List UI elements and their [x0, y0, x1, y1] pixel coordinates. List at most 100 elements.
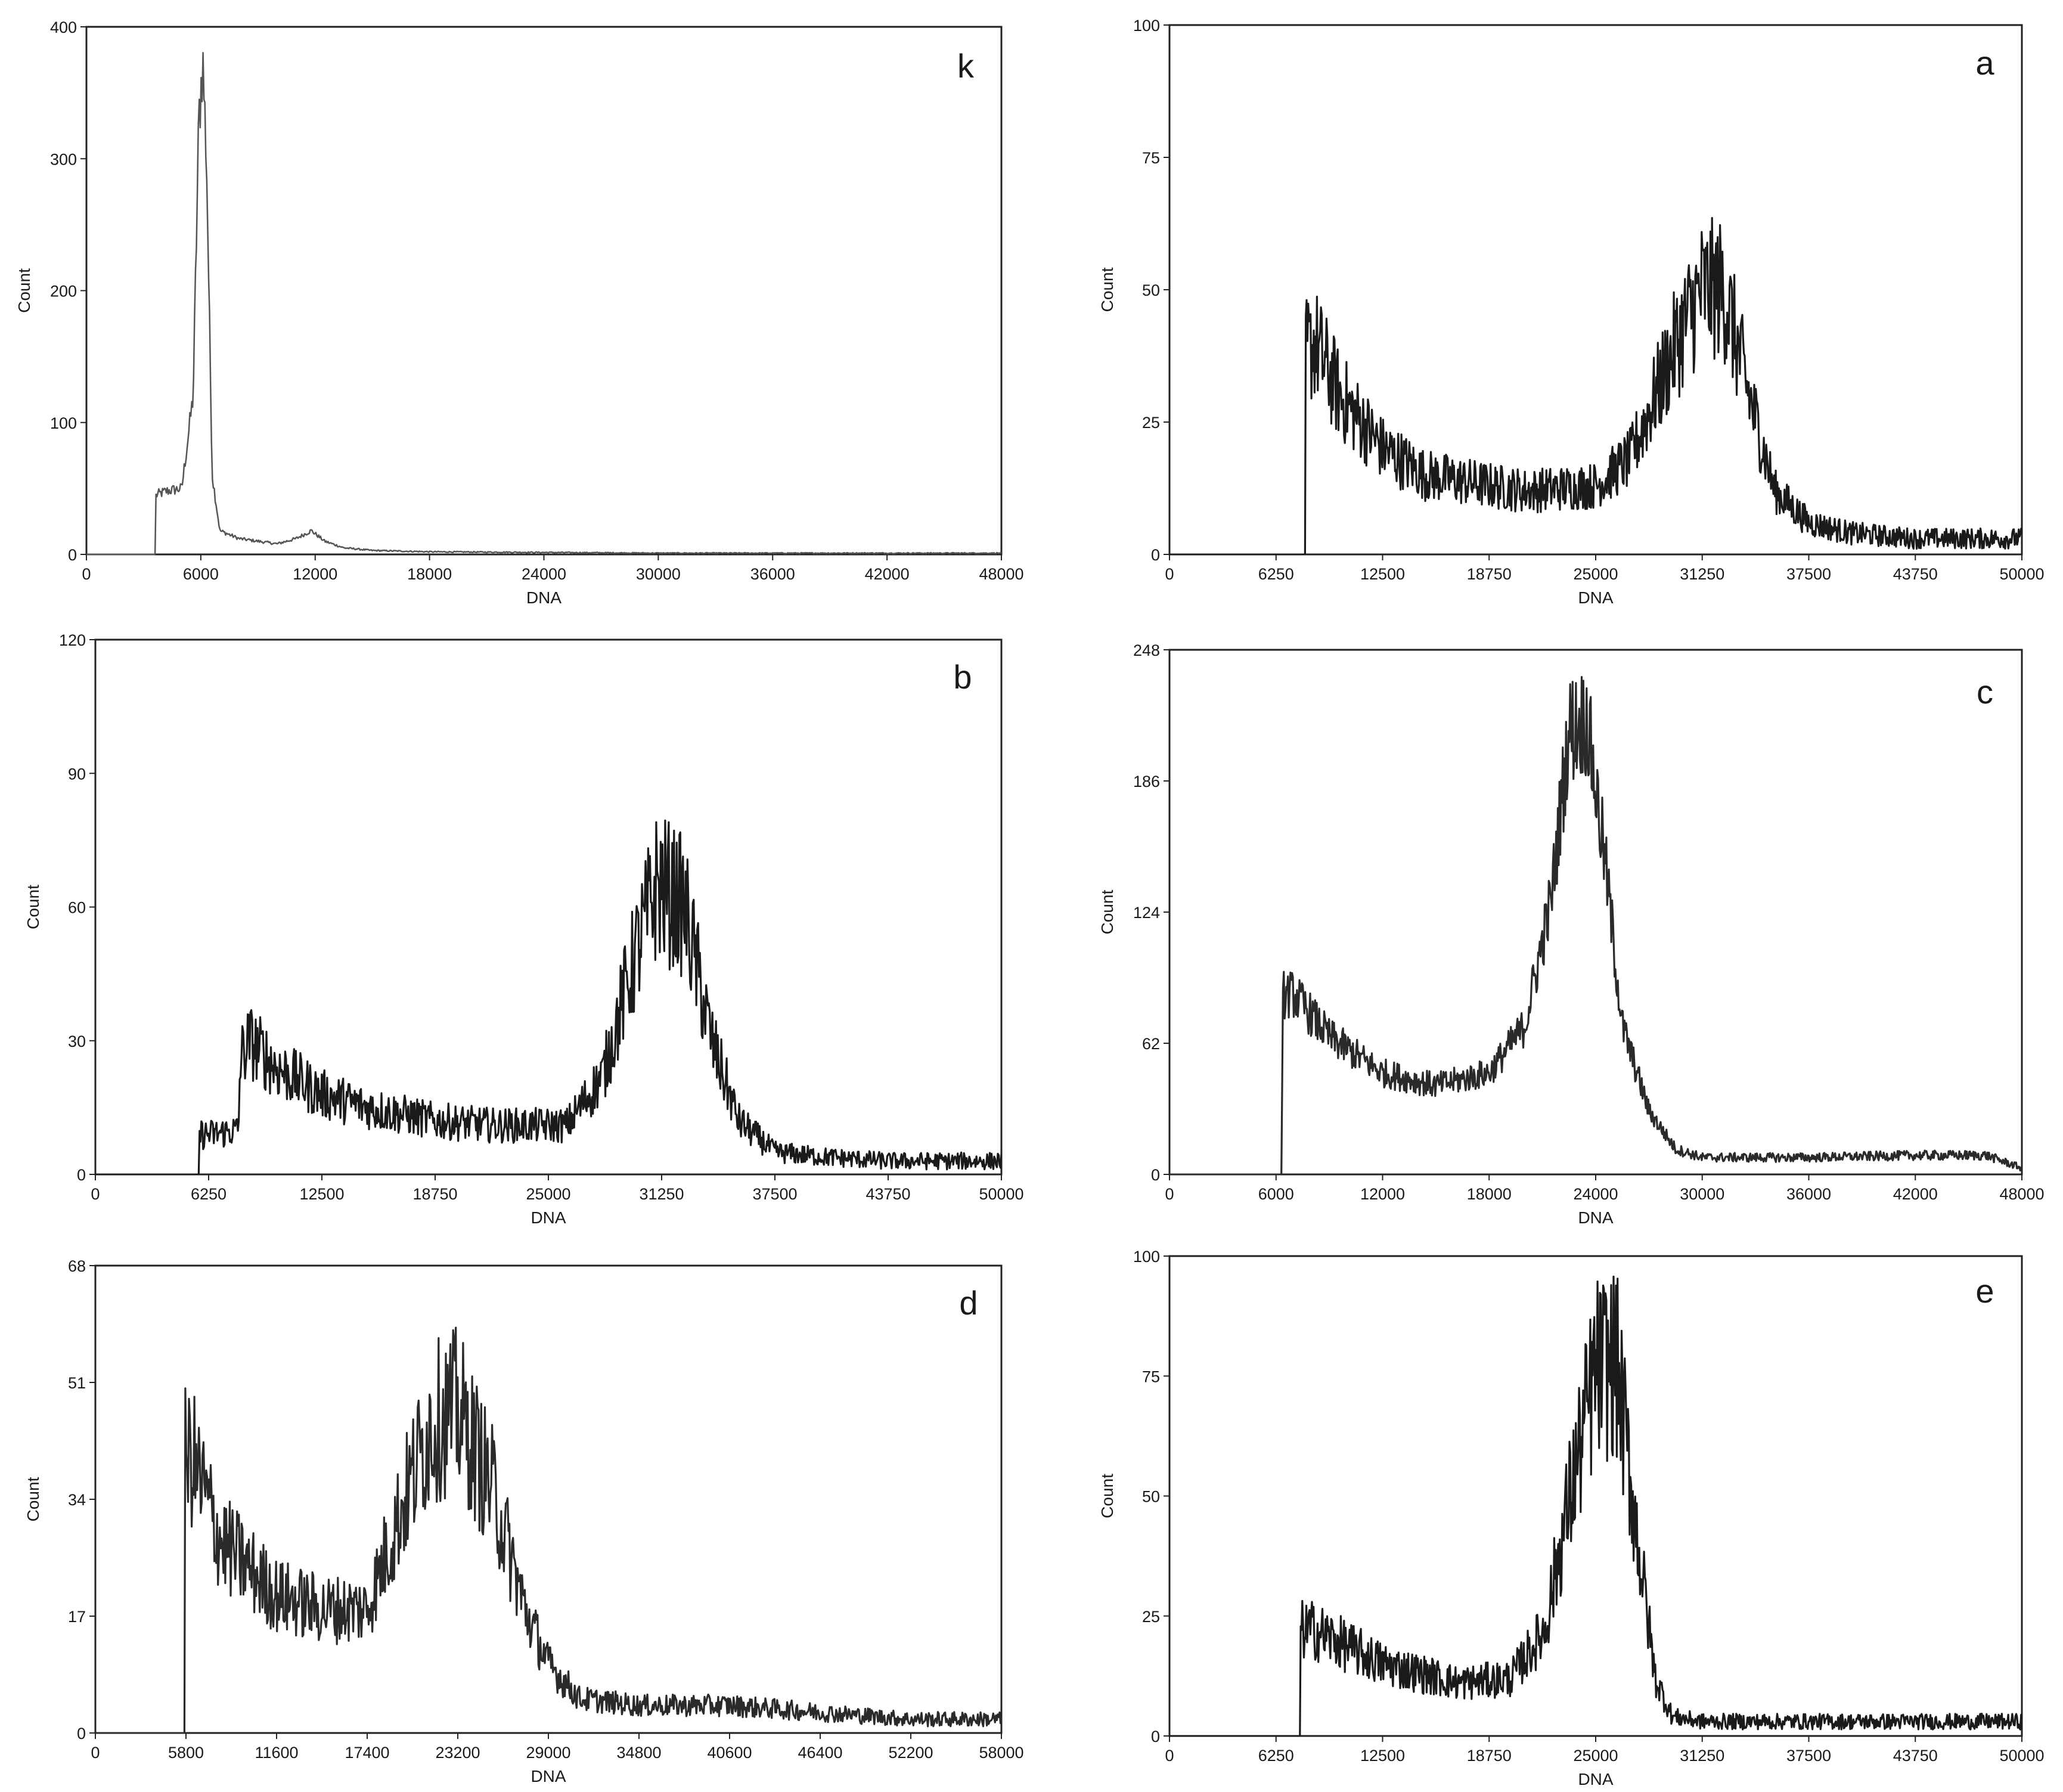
- x-tick-label: 43750: [865, 1185, 910, 1203]
- y-tick-label: 25: [1142, 414, 1160, 432]
- x-axis-label: DNA: [1578, 1208, 1613, 1227]
- x-tick-label: 18750: [1467, 1747, 1512, 1765]
- histogram-trace: [197, 819, 1003, 1175]
- x-tick-label: 12500: [299, 1185, 344, 1203]
- x-tick-label: 50000: [1999, 565, 2044, 583]
- x-tick-label: 5800: [168, 1744, 204, 1762]
- y-tick-label: 17: [68, 1608, 86, 1626]
- x-axis-label: DNA: [1578, 588, 1613, 607]
- x-tick-label: 18750: [1467, 565, 1512, 583]
- x-tick-label: 50000: [1999, 1747, 2044, 1765]
- y-tick-label: 50: [1142, 1488, 1160, 1506]
- x-tick-label: 52200: [888, 1744, 933, 1762]
- histogram-panel-e: 0 6250 12500 18750 25000 31250 37500 43750 50000…: [1098, 1248, 2045, 1788]
- histogram-panel-a: 0 6250 12500 18750 25000 31250 37500 43750 50000…: [1098, 17, 2045, 607]
- y-axis-label: Count: [24, 885, 42, 929]
- histogram-trace: [1280, 676, 2022, 1175]
- x-tick-label: 12500: [1360, 1747, 1405, 1765]
- x-tick-label: 58000: [979, 1744, 1023, 1762]
- x-tick-label: 30000: [1680, 1185, 1724, 1203]
- histogram-trace: [183, 1326, 1003, 1734]
- x-axis-label: DNA: [1578, 1770, 1613, 1788]
- panel-letter: c: [1977, 673, 1993, 711]
- panel-letter: d: [959, 1284, 978, 1322]
- y-tick-label: 34: [68, 1491, 86, 1509]
- x-tick-label: 36000: [750, 565, 795, 583]
- y-tick-label: 68: [68, 1257, 86, 1275]
- histogram-panel-c: 0 6000 12000 18000 24000 30000 36000 42000 48000…: [1098, 641, 2045, 1227]
- y-tick-label: 60: [68, 899, 86, 917]
- x-tick-label: 11600: [255, 1744, 298, 1762]
- y-tick-label: 75: [1142, 149, 1160, 167]
- x-tick-label: 30000: [636, 565, 681, 583]
- x-tick-label: 6000: [183, 565, 219, 583]
- y-tick-label: 0: [1151, 546, 1160, 564]
- x-tick-label: 0: [1165, 1185, 1174, 1203]
- histogram-trace: [1299, 1275, 2023, 1737]
- x-tick-label: 23200: [435, 1744, 480, 1762]
- x-tick-label: 42000: [865, 565, 910, 583]
- y-tick-label: 100: [50, 414, 77, 432]
- x-tick-label: 48000: [979, 565, 1023, 583]
- y-tick-label: 0: [1151, 1728, 1160, 1746]
- y-tick-label: 51: [68, 1374, 86, 1392]
- y-tick-label: 0: [1151, 1166, 1160, 1184]
- y-tick-label: 30: [68, 1033, 86, 1050]
- y-tick-label: 62: [1142, 1035, 1160, 1053]
- histogram-panel-b: 0 6250 12500 18750 25000 31250 37500 43750 50000…: [24, 631, 1024, 1227]
- x-tick-label: 17400: [345, 1744, 389, 1762]
- x-tick-label: 6250: [1258, 1747, 1294, 1765]
- y-tick-label: 100: [1133, 17, 1160, 35]
- y-tick-label: 300: [50, 150, 77, 168]
- y-axis-label: Count: [15, 268, 33, 313]
- x-tick-label: 46400: [798, 1744, 842, 1762]
- y-tick-label: 248: [1133, 641, 1160, 659]
- y-axis-label: Count: [1098, 889, 1116, 934]
- x-tick-label: 18000: [407, 565, 452, 583]
- x-tick-label: 0: [91, 1185, 100, 1203]
- x-tick-label: 18750: [412, 1185, 457, 1203]
- x-tick-label: 6250: [191, 1185, 227, 1203]
- y-tick-label: 0: [68, 546, 77, 564]
- panel-letter: e: [1975, 1272, 1994, 1310]
- x-tick-label: 0: [91, 1744, 100, 1762]
- x-tick-label: 37500: [1786, 1747, 1831, 1765]
- x-tick-label: 0: [82, 565, 91, 583]
- y-tick-label: 400: [50, 18, 77, 36]
- panel-letter: k: [957, 47, 975, 85]
- y-tick-label: 75: [1142, 1368, 1160, 1385]
- histogram-trace: [1304, 217, 2023, 555]
- x-tick-label: 36000: [1786, 1185, 1831, 1203]
- x-tick-label: 24000: [1573, 1185, 1618, 1203]
- x-tick-label: 37500: [1786, 565, 1831, 583]
- x-tick-label: 25000: [526, 1185, 570, 1203]
- x-tick-label: 37500: [752, 1185, 797, 1203]
- panel-letter: a: [1975, 44, 1994, 82]
- x-tick-label: 48000: [1999, 1185, 2044, 1203]
- y-axis-label: Count: [1098, 1474, 1116, 1518]
- x-tick-label: 34800: [616, 1744, 661, 1762]
- x-tick-label: 50000: [979, 1185, 1023, 1203]
- y-tick-label: 120: [59, 631, 86, 649]
- x-tick-label: 24000: [522, 565, 566, 583]
- x-tick-label: 12000: [1360, 1185, 1405, 1203]
- x-tick-label: 31250: [1680, 565, 1724, 583]
- x-tick-label: 43750: [1893, 565, 1938, 583]
- x-tick-label: 25000: [1573, 565, 1618, 583]
- y-tick-label: 25: [1142, 1608, 1160, 1626]
- y-tick-label: 90: [68, 765, 86, 783]
- x-tick-label: 40600: [707, 1744, 752, 1762]
- panel-letter: b: [953, 658, 972, 696]
- x-tick-label: 0: [1165, 565, 1174, 583]
- y-tick-label: 100: [1133, 1248, 1160, 1266]
- histogram-panel-k: 0 6000 12000 18000 24000 30000 36000 42000 48000…: [15, 18, 1024, 607]
- histogram-panel-d: 0 5800 11600 17400 23200 29000 34800 40600 46400…: [24, 1257, 1024, 1785]
- x-tick-label: 12000: [293, 565, 337, 583]
- x-tick-label: 6000: [1258, 1185, 1294, 1203]
- x-tick-label: 6250: [1258, 565, 1294, 583]
- y-tick-label: 200: [50, 283, 77, 300]
- x-tick-label: 31250: [639, 1185, 684, 1203]
- y-tick-label: 124: [1133, 904, 1160, 922]
- x-axis-label: DNA: [531, 1767, 566, 1785]
